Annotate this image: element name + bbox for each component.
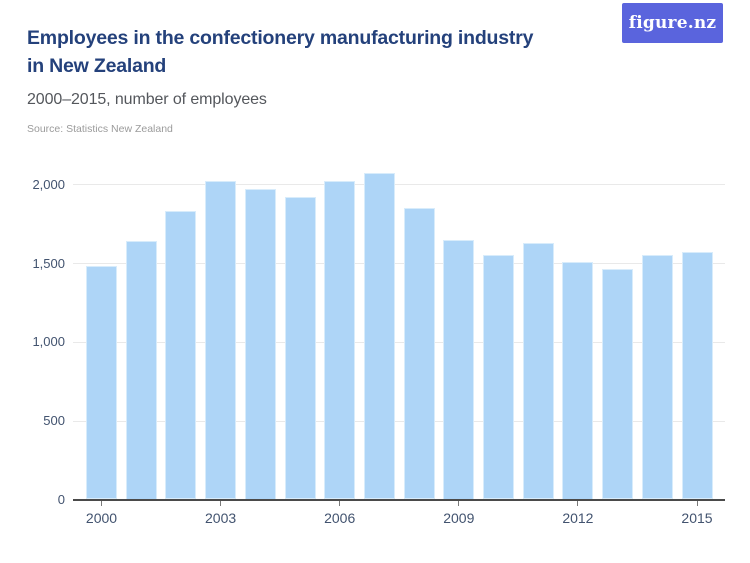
figurenz-logo[interactable]: figure.nz (622, 3, 723, 43)
chart-subtitle: 2000–2015, number of employees (27, 91, 267, 108)
bar-2000[interactable] (86, 266, 117, 500)
x-axis-label: 2015 (681, 509, 713, 526)
bar-2009[interactable] (443, 239, 475, 500)
x-axis-label: 2012 (562, 509, 594, 526)
x-axis-label: 2009 (443, 509, 475, 526)
x-axis-tick (101, 500, 102, 506)
bar-2012[interactable] (562, 261, 594, 500)
y-axis-label: 1,000 (32, 334, 65, 350)
x-axis-label: 2000 (85, 509, 118, 526)
gridline (73, 184, 725, 186)
x-axis-tick (696, 500, 698, 506)
bar-2001[interactable] (125, 241, 157, 500)
figurenz-logo-text: figure.nz (628, 13, 717, 33)
bar-2014[interactable] (641, 255, 673, 500)
gridline (73, 263, 725, 265)
bar-2002[interactable] (165, 211, 197, 500)
y-axis-label: 1,500 (32, 255, 65, 271)
x-axis-label: 2003 (205, 509, 237, 526)
bar-2011[interactable] (522, 242, 554, 500)
source-attribution: Source: Statistics New Zealand (27, 123, 173, 135)
x-axis-tick (339, 500, 341, 506)
x-axis-tick (458, 500, 460, 506)
x-axis-line (73, 498, 725, 501)
bar-2010[interactable] (483, 255, 514, 500)
y-axis-label: 500 (43, 413, 65, 429)
page-title-line2: in New Zealand (27, 55, 167, 77)
bar-2013[interactable] (602, 269, 634, 500)
x-axis-tick (577, 500, 579, 506)
bar-2004[interactable] (244, 189, 276, 500)
y-axis-label: 0 (57, 492, 65, 507)
y-axis-label: 2,000 (32, 176, 65, 192)
bar-2015[interactable] (681, 252, 713, 500)
page-title: Employees in the confectionery manufactu… (27, 24, 607, 80)
bar-2007[interactable] (363, 173, 395, 500)
x-axis-label: 2006 (324, 509, 356, 526)
bar-2003[interactable] (205, 181, 237, 500)
bar-2008[interactable] (403, 207, 435, 500)
gridline (73, 420, 725, 422)
bar-2005[interactable] (284, 196, 316, 500)
bar-2006[interactable] (324, 181, 356, 500)
page-title-line1: Employees in the confectionery manufactu… (27, 27, 534, 49)
gridline (73, 341, 725, 343)
chart-header: Employees in the confectionery manufactu… (27, 24, 607, 135)
x-axis-tick (220, 500, 222, 506)
